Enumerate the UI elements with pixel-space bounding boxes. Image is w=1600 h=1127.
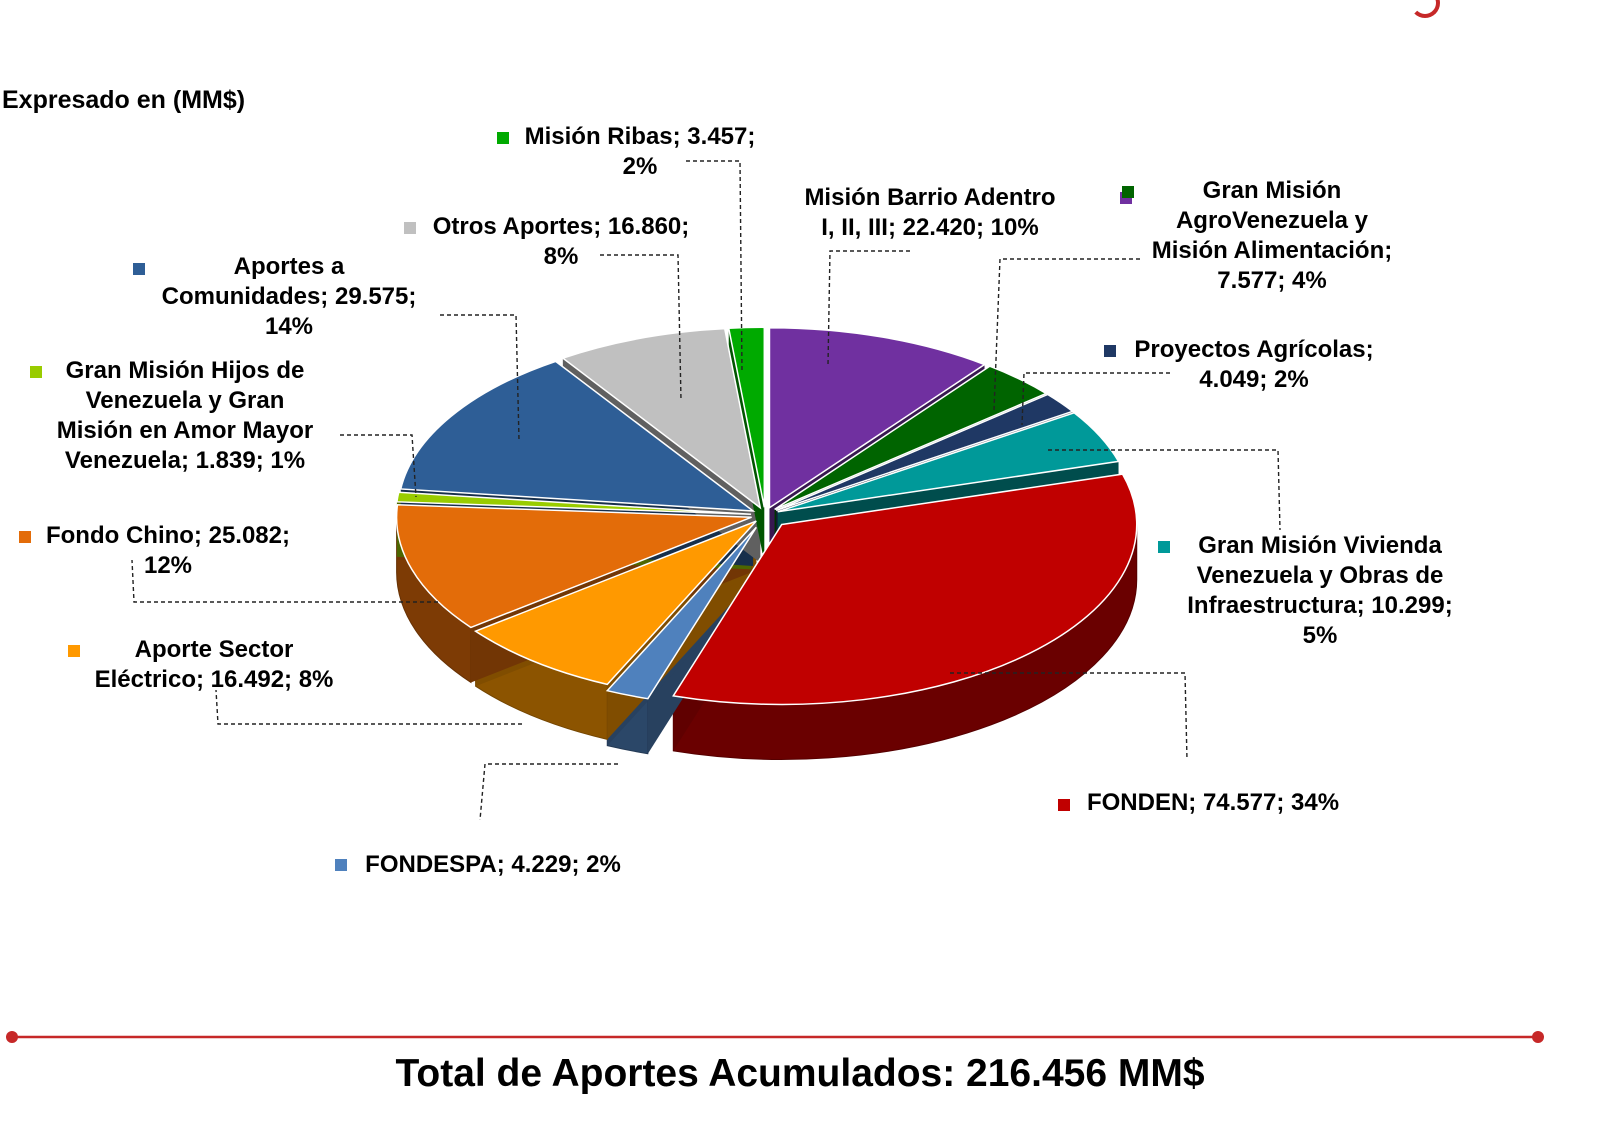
data-label-mision-ribas-line-0: Misión Ribas; 3.457; — [525, 123, 756, 150]
slice-gran-mision-agrovenezuela-y-mision-alimentacion — [774, 365, 1048, 511]
data-label-gran-mision-agrovenezuela-y-mision-alimentacion-line-2: Misión Alimentación; — [1152, 237, 1392, 264]
legend-marker-gran-mision-vivienda-venezuela-y-obras-de-infraestructura — [1158, 541, 1170, 553]
leader-line-mision-barrio-adentro-i-ii-iii — [827, 250, 910, 366]
data-labels: Misión Barrio Adentro I, II, III; 22.420;… — [19, 123, 1453, 878]
data-label-gran-mision-agrovenezuela-y-mision-alimentacion-line-0: Gran Misión — [1203, 177, 1342, 204]
slice-otros-aportes — [561, 327, 762, 510]
leader-line-gran-mision-agrovenezuela-y-mision-alimentacion — [993, 258, 1140, 411]
slice-fondespa — [605, 526, 757, 700]
data-label-aportes-a-comunidades-line-1: Comunidades; 29.575; — [162, 283, 417, 310]
slice-aporte-sector-electrico — [473, 520, 757, 686]
slice-fondo-chino — [395, 504, 752, 629]
data-label-proyectos-agricolas-line-0: Proyectos Agrícolas; — [1134, 336, 1373, 363]
data-label-fondespa-line-0: FONDESPA; 4.229; 2% — [365, 851, 621, 878]
slice-proyectos-agricolas — [775, 393, 1075, 512]
legend-marker-aportes-a-comunidades — [133, 263, 145, 275]
leader-line-gran-mision-vivienda-venezuela-y-obras-de-infraestructura — [1048, 449, 1281, 531]
data-label-fondo-chino-line-0: Fondo Chino; 25.082; — [46, 522, 290, 549]
data-label-aporte-sector-electrico-line-0: Aporte Sector — [135, 636, 294, 663]
data-label-gran-mision-vivienda-venezuela-y-obras-de-infraestructura-line-0: Gran Misión Vivienda — [1198, 532, 1442, 559]
legend-marker-mision-ribas — [497, 132, 509, 144]
footer-dot-left — [6, 1031, 18, 1043]
legend-marker-aporte-sector-electrico — [68, 645, 80, 657]
data-label-aportes-a-comunidades-line-2: 14% — [265, 313, 313, 340]
leader-line-otros-aportes — [600, 254, 682, 401]
footer-dot-right — [1532, 1031, 1544, 1043]
slice-gran-mision-vivienda-venezuela-y-obras-de-infraestructura — [777, 411, 1120, 513]
data-label-proyectos-agricolas-line-1: 4.049; 2% — [1199, 366, 1308, 393]
data-label-gran-mision-agrovenezuela-y-mision-alimentacion-line-3: 7.577; 4% — [1217, 267, 1326, 294]
data-label-gran-mision-hijos-de-venezuela-y-gran-mision-en-amor-mayor-venezuela-line-0: Gran Misión Hijos de — [66, 357, 305, 384]
legend-marker-gran-mision-hijos-de-venezuela-y-gran-mision-en-amor-mayor-venezuela — [30, 366, 42, 378]
footer-rule — [6, 1031, 1544, 1043]
data-label-gran-mision-hijos-de-venezuela-y-gran-mision-en-amor-mayor-venezuela-line-3: Venezuela; 1.839; 1% — [65, 447, 305, 474]
legend-marker-otros-aportes — [404, 222, 416, 234]
legend-marker-fondo-chino — [19, 531, 31, 543]
leader-line-fondespa — [479, 763, 618, 821]
data-label-mision-barrio-adentro-i-ii-iii-line-0: Misión Barrio Adentro — [804, 184, 1055, 211]
legend-marker-fonden — [1058, 799, 1070, 811]
data-label-fonden-line-0: FONDEN; 74.577; 34% — [1087, 789, 1339, 816]
data-label-gran-mision-vivienda-venezuela-y-obras-de-infraestructura-line-1: Venezuela y Obras de — [1197, 562, 1444, 589]
data-label-fondo-chino-line-1: 12% — [144, 552, 192, 579]
slice-fonden — [672, 473, 1138, 706]
data-label-gran-mision-hijos-de-venezuela-y-gran-mision-en-amor-mayor-venezuela-line-2: Misión en Amor Mayor — [57, 417, 313, 444]
data-label-aporte-sector-electrico-line-1: Eléctrico; 16.492; 8% — [95, 666, 334, 693]
data-label-gran-mision-hijos-de-venezuela-y-gran-mision-en-amor-mayor-venezuela-line-1: Venezuela y Gran — [86, 387, 285, 414]
slice-aportes-a-comunidades — [399, 360, 756, 512]
slice-gran-mision-hijos-de-venezuela-y-gran-mision-en-amor-mayor-venezuela — [396, 491, 752, 516]
data-label-mision-barrio-adentro-i-ii-iii-line-1: I, II, III; 22.420; 10% — [821, 214, 1038, 241]
legend-marker-fondespa — [335, 859, 347, 871]
leader-line-fondo-chino — [131, 559, 438, 603]
pie-top-faces — [395, 326, 1138, 706]
legend-marker-gran-mision-agrovenezuela-y-mision-alimentacion — [1122, 186, 1134, 198]
legend-marker-proyectos-agricolas — [1104, 345, 1116, 357]
data-label-gran-mision-agrovenezuela-y-mision-alimentacion-line-1: AgroVenezuela y — [1176, 207, 1369, 234]
corner-logo-fragment — [1410, 0, 1440, 18]
chart-subtitle: Expresado en (MM$) — [2, 86, 246, 114]
data-label-mision-ribas-line-1: 2% — [623, 153, 658, 180]
total-contributions: Total de Aportes Acumulados: 216.456 MM$ — [395, 1052, 1205, 1095]
leader-line-mision-ribas — [686, 160, 743, 374]
leader-line-aporte-sector-electrico — [215, 689, 522, 725]
leader-line-gran-mision-hijos-de-venezuela-y-gran-mision-en-amor-mayor-venezuela — [340, 434, 417, 498]
data-label-otros-aportes-line-1: 8% — [544, 243, 579, 270]
slice-mision-ribas — [727, 326, 766, 508]
slice-mision-barrio-adentro-i-ii-iii — [768, 326, 987, 510]
leader-line-fonden — [950, 672, 1188, 761]
data-label-aportes-a-comunidades-line-0: Aportes a — [234, 253, 345, 280]
data-label-gran-mision-vivienda-venezuela-y-obras-de-infraestructura-line-3: 5% — [1303, 622, 1338, 649]
data-label-gran-mision-vivienda-venezuela-y-obras-de-infraestructura-line-2: Infraestructura; 10.299; — [1187, 592, 1452, 619]
data-label-otros-aportes-line-0: Otros Aportes; 16.860; — [433, 213, 690, 240]
